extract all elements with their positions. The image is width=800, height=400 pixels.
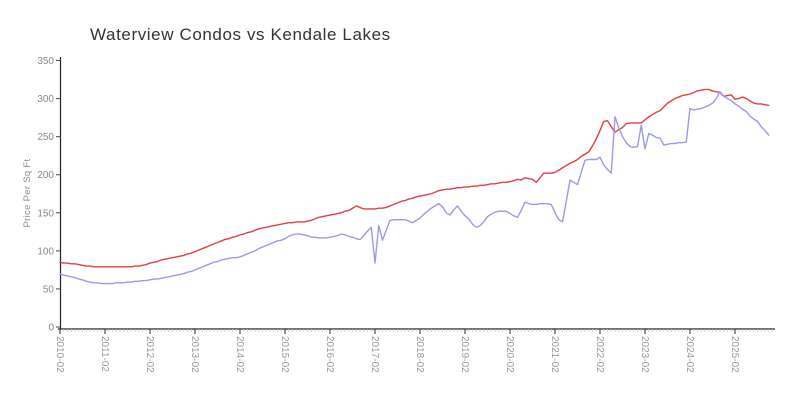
x-axis-ticks: 2010-02 2011-02 2012-02 2013-02 2014-02 2015-… [54,329,773,373]
x-tick-label: 2019-02 [459,336,470,373]
x-tick-label: 2022-02 [594,336,605,373]
y-axis-title: Price Per Sq Ft [22,158,33,227]
y-tick-label: 50 [43,284,55,295]
x-tick-label: 2016-02 [324,336,335,373]
x-tick-label: 2013-02 [189,336,200,373]
series-lines [59,88,770,285]
x-tick-label: 2020-02 [504,336,515,373]
x-tick-label: 2021-02 [549,336,560,373]
series-line-waterview-condos [59,88,770,268]
chart-title: Waterview Condos vs Kendale Lakes [90,25,391,44]
series-line-kendale-lakes [59,91,770,285]
x-tick-label: 2024-02 [684,336,695,373]
y-tick-label: 350 [37,56,54,67]
x-tick-label: 2014-02 [234,336,245,373]
y-tick-label: 250 [37,132,54,143]
y-tick-label: 200 [37,170,54,181]
y-tick-label: 0 [48,323,54,334]
x-tick-label: 2011-02 [99,336,110,372]
axes [58,57,775,330]
x-tick-label: 2017-02 [369,336,380,373]
x-tick-label: 2010-02 [54,336,65,373]
x-tick-label: 2015-02 [279,336,290,373]
x-tick-label: 2025-02 [729,336,740,373]
x-tick-label: 2023-02 [639,336,650,373]
y-tick-label: 300 [37,94,54,105]
y-tick-label: 150 [37,208,54,219]
x-tick-label: 2012-02 [144,336,155,373]
y-tick-label: 100 [37,246,54,257]
y-axis-ticks: 0 50 100 150 200 250 300 350 [37,56,61,334]
x-tick-label: 2018-02 [414,336,425,373]
